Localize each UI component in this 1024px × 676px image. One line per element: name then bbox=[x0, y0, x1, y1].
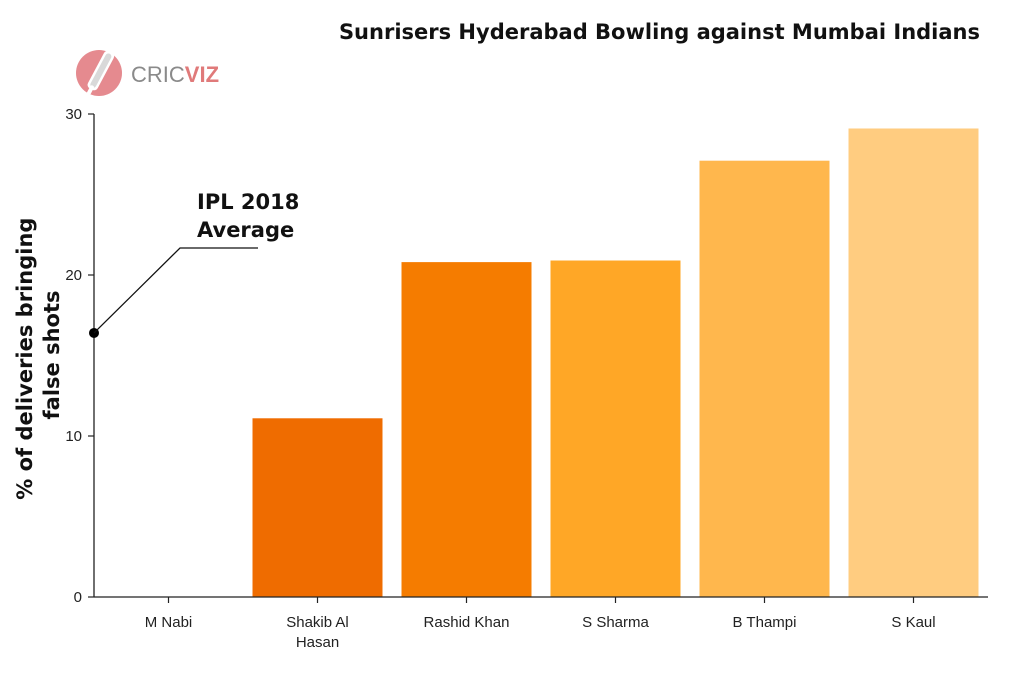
x-tick-label-s-sharma: S Sharma bbox=[582, 614, 649, 631]
annotation-layer: IPL 2018 Average bbox=[89, 190, 299, 338]
average-annotation-line: IPL 2018 bbox=[197, 190, 299, 214]
bar-rashid-khan bbox=[401, 262, 532, 597]
x-tick-label-line: Rashid Khan bbox=[424, 614, 510, 631]
cricket-bat-icon bbox=[76, 50, 122, 97]
x-tick-label-line: S Kaul bbox=[891, 614, 935, 631]
x-tick-label-line: Shakib Al bbox=[286, 614, 349, 631]
x-tick-label-line: B Thampi bbox=[733, 614, 797, 631]
chart-title: Sunrisers Hyderabad Bowling against Mumb… bbox=[339, 20, 980, 44]
y-axis-label-line-2: false shots bbox=[40, 291, 64, 420]
x-tick-label-line: S Sharma bbox=[582, 614, 649, 631]
cricviz-logo: CRICVIZ bbox=[76, 50, 219, 97]
x-tick-label-m-nabi: M Nabi bbox=[145, 614, 193, 631]
logo-text-cric: CRIC bbox=[131, 62, 185, 87]
bars-layer bbox=[252, 128, 979, 598]
y-tick-label-30: 30 bbox=[65, 106, 82, 123]
x-tick-label-line: Hasan bbox=[296, 634, 339, 651]
x-tick-label-line: M Nabi bbox=[145, 614, 193, 631]
bar-s-sharma bbox=[550, 260, 681, 597]
bar-shakib-al-hasan bbox=[252, 418, 383, 597]
bar-s-kaul bbox=[848, 128, 979, 598]
x-tick-label-shakib-al-hasan: Shakib Al Hasan bbox=[286, 614, 349, 651]
y-axis-label: % of deliveries bringing false shots bbox=[13, 210, 64, 500]
y-tick-label-0: 0 bbox=[74, 589, 82, 606]
svg-text:CRICVIZ: CRICVIZ bbox=[131, 62, 219, 87]
average-leader-line bbox=[93, 247, 258, 334]
x-tick-label-b-thampi: B Thampi bbox=[733, 614, 797, 631]
y-tick-label-20: 20 bbox=[65, 267, 82, 284]
y-tick-label-10: 10 bbox=[65, 428, 82, 445]
axes-layer: M Nabi Shakib Al Hasan Rashid Khan S Sharma B… bbox=[65, 106, 988, 651]
logo-text-viz: VIZ bbox=[185, 62, 219, 87]
bar-b-thampi bbox=[699, 160, 830, 597]
x-tick-label-s-kaul: S Kaul bbox=[891, 614, 935, 631]
y-axis-label-line-1: % of deliveries bringing bbox=[13, 218, 37, 500]
average-annotation-label: IPL 2018 Average bbox=[197, 190, 299, 242]
average-annotation-line: Average bbox=[197, 218, 294, 242]
x-tick-label-rashid-khan: Rashid Khan bbox=[424, 614, 510, 631]
